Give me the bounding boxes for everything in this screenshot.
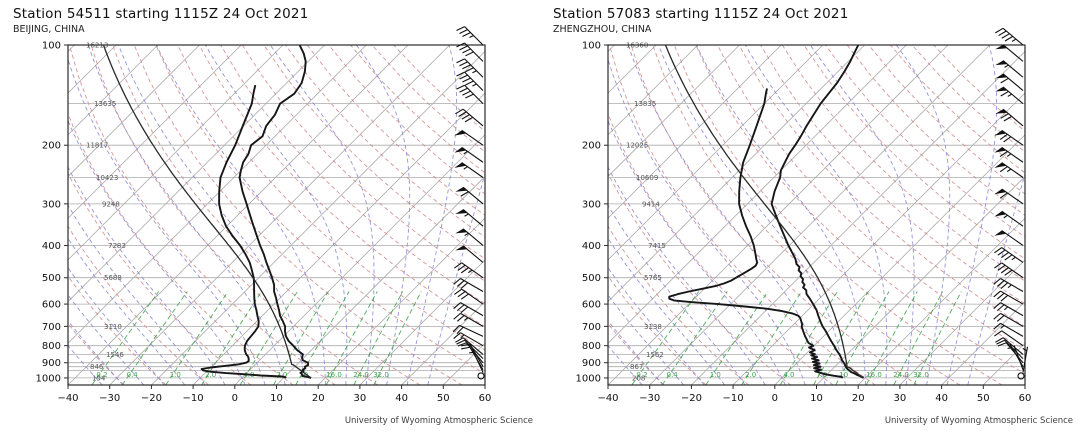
svg-text:9414: 9414: [642, 200, 660, 208]
svg-text:100: 100: [42, 41, 61, 52]
svg-text:−20: −20: [681, 393, 702, 404]
svg-text:10: 10: [270, 393, 283, 404]
svg-text:9248: 9248: [102, 200, 120, 208]
svg-text:1.0: 1.0: [710, 371, 721, 379]
svg-text:1546: 1546: [106, 351, 124, 359]
svg-text:900: 900: [42, 358, 61, 369]
svg-text:867: 867: [630, 363, 643, 371]
svg-text:−10: −10: [183, 393, 204, 404]
svg-text:194: 194: [92, 374, 106, 382]
svg-text:1562: 1562: [646, 351, 664, 359]
svg-text:0.4: 0.4: [127, 371, 139, 379]
svg-text:−40: −40: [57, 393, 78, 404]
svg-text:2.0: 2.0: [745, 371, 756, 379]
svg-text:400: 400: [582, 241, 601, 252]
sounding-panel-beijing: 0.2 0.4 1.0 2.0 4.0 7.0 10 16.0 24.0 32.0 16213 136…: [13, 6, 533, 426]
svg-text:300: 300: [582, 199, 601, 210]
svg-text:600: 600: [42, 300, 61, 311]
skewt-plot-beijing: 0.2 0.4 1.0 2.0 4.0 7.0 10 16.0 24.0 32.016213136…: [36, 26, 492, 404]
svg-text:10: 10: [299, 371, 308, 379]
svg-text:800: 800: [42, 341, 61, 352]
svg-text:16.0: 16.0: [326, 371, 342, 379]
svg-text:16.0: 16.0: [866, 371, 882, 379]
svg-text:40: 40: [395, 393, 408, 404]
svg-text:7.0: 7.0: [816, 371, 827, 379]
svg-text:500: 500: [42, 273, 61, 284]
svg-text:13835: 13835: [634, 100, 656, 108]
svg-text:400: 400: [42, 241, 61, 252]
svg-text:10423: 10423: [96, 174, 118, 182]
svg-text:50: 50: [977, 393, 990, 404]
sounding-panel-zhengzhou: 0.2 0.4 1.0 2.0 4.0 7.0 10 16.0 24.0 32.0 16360 138…: [540, 0, 1080, 436]
svg-text:800: 800: [582, 341, 601, 352]
svg-text:10609: 10609: [636, 174, 658, 182]
svg-text:5765: 5765: [644, 274, 662, 282]
svg-text:7.0: 7.0: [276, 371, 287, 379]
svg-text:−20: −20: [141, 393, 162, 404]
svg-text:11817: 11817: [86, 142, 108, 150]
svg-text:−30: −30: [639, 393, 660, 404]
svg-text:20: 20: [312, 393, 325, 404]
credit-text: University of Wyoming Atmospheric Scienc…: [884, 416, 1073, 426]
svg-text:−10: −10: [723, 393, 744, 404]
svg-text:4.0: 4.0: [783, 371, 794, 379]
svg-text:600: 600: [582, 300, 601, 311]
svg-text:0: 0: [772, 393, 778, 404]
svg-text:500: 500: [582, 273, 601, 284]
svg-text:846: 846: [90, 363, 104, 371]
svg-text:−40: −40: [597, 393, 618, 404]
svg-text:700: 700: [42, 322, 61, 333]
svg-text:30: 30: [894, 393, 907, 404]
panel-subtitle: ZHENGZHOU, CHINA: [553, 24, 652, 35]
svg-text:200: 200: [42, 141, 61, 152]
svg-text:0: 0: [232, 393, 238, 404]
svg-text:40: 40: [935, 393, 948, 404]
svg-text:200: 200: [582, 141, 601, 152]
svg-text:3110: 3110: [104, 323, 122, 331]
svg-text:12025: 12025: [626, 142, 648, 150]
svg-text:900: 900: [582, 358, 601, 369]
svg-text:1000: 1000: [36, 373, 61, 384]
svg-text:60: 60: [1019, 393, 1032, 404]
panel-subtitle: BEIJING, CHINA: [13, 24, 85, 35]
svg-text:5688: 5688: [104, 274, 122, 282]
skewt-plot-zhengzhou: 0.2 0.4 1.0 2.0 4.0 7.0 10 16.0 24.0 32.016360138…: [576, 27, 1032, 404]
svg-text:32.0: 32.0: [913, 371, 929, 379]
credit-text: University of Wyoming Atmospheric Scienc…: [344, 416, 533, 426]
svg-text:32.0: 32.0: [373, 371, 389, 379]
svg-text:24.0: 24.0: [353, 371, 369, 379]
svg-text:10: 10: [810, 393, 823, 404]
panel-title: Station 57083 starting 1115Z 24 Oct 2021: [553, 6, 849, 22]
svg-text:50: 50: [437, 393, 450, 404]
svg-text:100: 100: [582, 41, 601, 52]
svg-text:1000: 1000: [576, 373, 601, 384]
svg-text:3138: 3138: [644, 323, 662, 331]
svg-text:7283: 7283: [108, 242, 126, 250]
svg-text:1.0: 1.0: [170, 371, 181, 379]
svg-text:0.2: 0.2: [96, 371, 107, 379]
svg-text:10: 10: [839, 371, 848, 379]
svg-text:24.0: 24.0: [893, 371, 909, 379]
svg-text:13635: 13635: [94, 100, 116, 108]
svg-text:0.2: 0.2: [636, 371, 647, 379]
svg-text:60: 60: [479, 393, 492, 404]
panel-title: Station 54511 starting 1115Z 24 Oct 2021: [13, 6, 309, 22]
svg-text:300: 300: [42, 199, 61, 210]
svg-text:−30: −30: [99, 393, 120, 404]
svg-text:208: 208: [632, 374, 645, 382]
svg-text:20: 20: [852, 393, 865, 404]
svg-text:7415: 7415: [648, 242, 666, 250]
svg-text:2.0: 2.0: [205, 371, 216, 379]
svg-text:30: 30: [354, 393, 367, 404]
svg-text:700: 700: [582, 322, 601, 333]
svg-text:0.4: 0.4: [667, 371, 679, 379]
